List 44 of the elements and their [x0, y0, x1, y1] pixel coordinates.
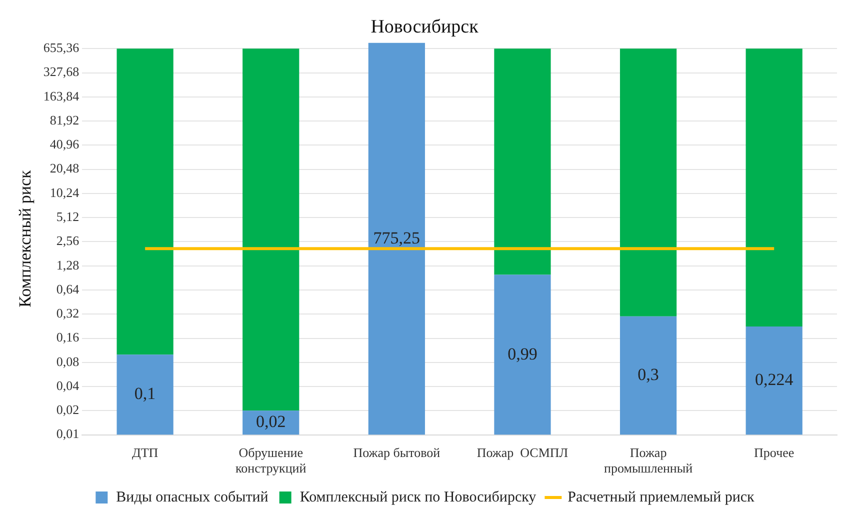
data-label: 775,25 [373, 228, 420, 248]
y-tick-label: 0,04 [56, 378, 80, 393]
data-label: 0,99 [508, 344, 538, 364]
y-tick-label: 20,48 [50, 160, 80, 176]
bar [620, 316, 677, 435]
bar [620, 48, 677, 316]
y-tick-label: 5,12 [56, 209, 80, 224]
y-tick-label: 2,56 [56, 233, 80, 248]
y-tick-label: 81,92 [50, 112, 80, 128]
x-tick-label: Обрушение конструкций [235, 445, 306, 476]
y-tick-label: 163,84 [43, 88, 80, 104]
x-tick-label: Пожар ОСМПЛ [476, 445, 568, 460]
y-axis-title: Комплексный риск [16, 169, 35, 308]
legend-label: Расчетный приемлемый риск [568, 489, 756, 506]
chart-title: Новосибирск [370, 16, 480, 38]
bar [494, 274, 551, 435]
y-tick-label: 40,96 [50, 136, 80, 152]
x-tick-label: Пожар промышленный [604, 445, 693, 476]
bar [746, 326, 802, 435]
x-tick-label: Прочее [754, 445, 794, 460]
data-label: 0,1 [134, 384, 156, 404]
y-tick-label: 0,32 [56, 306, 80, 321]
legend-label: Виды опасных событий [116, 489, 268, 506]
data-label: 0,3 [638, 365, 659, 384]
data-label: 0,224 [754, 370, 794, 390]
x-tick-label: Пожар бытовой [353, 445, 440, 460]
y-tick-label: 327,68 [43, 64, 80, 80]
y-tick-label: 0,64 [56, 281, 80, 296]
y-tick-label: 10,24 [50, 184, 80, 200]
data-label: 0,02 [256, 412, 286, 432]
bar [368, 42, 425, 435]
y-tick-label: 0,08 [56, 354, 80, 369]
y-tick-label: 1,28 [56, 257, 80, 272]
y-tick-label: 655,36 [43, 40, 80, 56]
bar [494, 48, 551, 275]
legend-label: Комплексный риск по Новосибирску [300, 489, 537, 506]
y-tick-label: 0,02 [56, 402, 80, 418]
x-tick-label: ДТП [132, 445, 158, 460]
bar [746, 48, 802, 327]
y-tick-label: 0,01 [56, 426, 80, 442]
bar [116, 48, 174, 355]
bar [242, 48, 300, 411]
bar [116, 354, 174, 435]
y-tick-label: 0,16 [56, 330, 80, 345]
